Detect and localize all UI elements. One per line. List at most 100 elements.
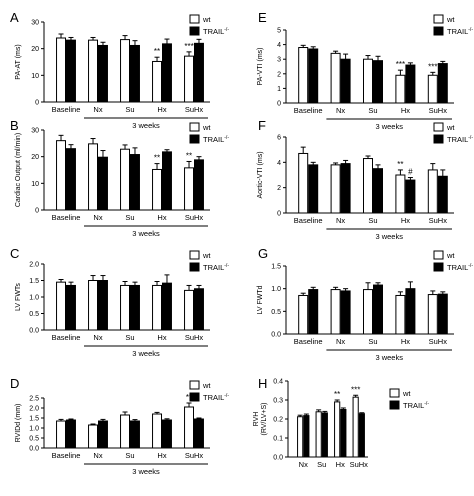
legend-label-trail: TRAIL-/- bbox=[203, 135, 229, 144]
y-tick-label: 1.0 bbox=[271, 286, 281, 293]
group-label: 3 weeks bbox=[132, 349, 160, 358]
bar-wt-su bbox=[120, 284, 131, 331]
y-axis-label: PA-VTI (ms) bbox=[257, 48, 264, 86]
bar-trail-su bbox=[321, 412, 328, 458]
x-tick-label: Hx bbox=[401, 106, 410, 115]
y-tick-label: 10 bbox=[31, 73, 39, 80]
x-tick-label: Nx bbox=[336, 106, 345, 115]
bar-trail-nx bbox=[303, 415, 310, 458]
significance-marker: *** bbox=[184, 42, 193, 51]
bar-trail-nx bbox=[98, 156, 108, 211]
bar-wt-suhx bbox=[184, 167, 194, 211]
bar-wt-baseline bbox=[298, 294, 309, 335]
bar-wt-nx bbox=[330, 52, 341, 104]
bar-wt-baseline bbox=[56, 37, 67, 103]
bar-trail-hx bbox=[405, 288, 416, 335]
bar-wt-suhx bbox=[184, 406, 194, 449]
legend-label-trail-superscript: -/- bbox=[224, 135, 229, 141]
bar-wt-nx bbox=[88, 39, 99, 103]
x-tick-label: SuHx bbox=[185, 213, 204, 222]
legend-label-trail-superscript: -/- bbox=[224, 393, 229, 399]
x-tick-label: Su bbox=[125, 333, 134, 342]
x-tick-label: Hx bbox=[157, 333, 166, 342]
legend-label-trail-superscript: -/- bbox=[468, 263, 473, 269]
bar-wt-su bbox=[120, 39, 131, 103]
x-tick-label: Su bbox=[125, 451, 134, 460]
y-tick-label: 0.0 bbox=[271, 332, 281, 339]
bar-trail-hx bbox=[405, 179, 416, 214]
bar-wt-nx bbox=[88, 280, 99, 331]
group-label: 3 weeks bbox=[132, 467, 160, 476]
legend-label-trail-text: TRAIL bbox=[447, 27, 468, 36]
panel-letter: F bbox=[258, 118, 266, 133]
y-tick-label: 0 bbox=[277, 101, 281, 108]
legend: wt TRAIL-/- bbox=[189, 122, 229, 144]
legend-swatch-trail bbox=[433, 262, 444, 272]
bar-wt-baseline bbox=[56, 420, 67, 449]
x-tick-label: Su bbox=[125, 105, 134, 114]
x-tick-label: Baseline bbox=[52, 333, 81, 342]
group-label: 3 weeks bbox=[375, 122, 403, 131]
bar-trail-nx bbox=[98, 280, 108, 331]
bar-wt-suhx bbox=[352, 396, 359, 458]
bar-wt-suhx bbox=[184, 289, 194, 331]
legend-swatch-wt bbox=[433, 250, 444, 260]
bar-wt-suhx bbox=[184, 55, 194, 103]
bar-trail-baseline bbox=[66, 419, 76, 449]
bar-wt-su bbox=[120, 414, 131, 449]
legend-label-trail-text: TRAIL bbox=[203, 393, 224, 402]
legend-swatch-trail bbox=[189, 262, 200, 272]
bar-wt-hx bbox=[152, 60, 162, 103]
bar-wt-suhx bbox=[427, 169, 438, 214]
legend-label-trail: TRAIL-/- bbox=[203, 27, 229, 36]
legend-label-wt: wt bbox=[202, 251, 211, 260]
x-tick-label: Hx bbox=[336, 460, 345, 469]
x-tick-label: SuHx bbox=[429, 216, 448, 225]
bar-trail-nx bbox=[340, 163, 351, 214]
significance-marker: ** bbox=[186, 393, 192, 402]
bar-trail-hx bbox=[162, 151, 172, 211]
y-tick-label: 0.0 bbox=[29, 328, 39, 335]
y-axis-label: RVH bbox=[253, 412, 260, 427]
significance-marker: ** bbox=[334, 390, 340, 399]
x-tick-label: Su bbox=[368, 216, 377, 225]
legend-label-trail: TRAIL-/- bbox=[447, 135, 473, 144]
legend-label-wt: wt bbox=[202, 15, 211, 24]
y-tick-label: 0.3 bbox=[273, 398, 283, 405]
legend: wt TRAIL-/- bbox=[389, 388, 429, 410]
legend: wt TRAIL-/- bbox=[433, 250, 473, 272]
legend-label-trail-text: TRAIL bbox=[447, 135, 468, 144]
bar-trail-suhx bbox=[437, 63, 448, 104]
x-tick-label: Baseline bbox=[52, 213, 81, 222]
bar-trail-su bbox=[373, 60, 383, 104]
y-tick-label: 3 bbox=[277, 57, 281, 64]
y-tick-label: 0 bbox=[35, 208, 39, 215]
bar-trail-su bbox=[373, 284, 383, 335]
y-tick-label: 30 bbox=[31, 128, 39, 135]
y-tick-label: 4 bbox=[277, 42, 281, 49]
legend: wt TRAIL-/- bbox=[433, 122, 473, 144]
significance-marker: ** bbox=[154, 154, 160, 163]
legend-swatch-trail bbox=[189, 26, 200, 36]
legend-label-wt: wt bbox=[446, 251, 455, 260]
group-label: 3 weeks bbox=[132, 229, 160, 238]
y-tick-label: 2.0 bbox=[29, 406, 39, 413]
legend-label-wt: wt bbox=[446, 123, 455, 132]
x-tick-label: Baseline bbox=[52, 105, 81, 114]
legend-label-trail-superscript: -/- bbox=[224, 27, 229, 33]
legend-label-trail-text: TRAIL bbox=[203, 135, 224, 144]
y-tick-label: 0.0 bbox=[29, 446, 39, 453]
bar-wt-baseline bbox=[56, 140, 67, 211]
y-tick-label: 1.0 bbox=[29, 295, 39, 302]
y-tick-label: 5 bbox=[277, 28, 281, 35]
legend: wt TRAIL-/- bbox=[189, 250, 229, 272]
bar-trail-hx bbox=[162, 43, 172, 103]
legend-label-trail-text: TRAIL bbox=[447, 263, 468, 272]
bar-trail-hx bbox=[162, 282, 172, 331]
panel-letter: E bbox=[258, 10, 267, 25]
bar-trail-hx bbox=[162, 419, 172, 449]
legend-label-trail: TRAIL-/- bbox=[203, 263, 229, 272]
panel-letter: C bbox=[10, 246, 19, 261]
